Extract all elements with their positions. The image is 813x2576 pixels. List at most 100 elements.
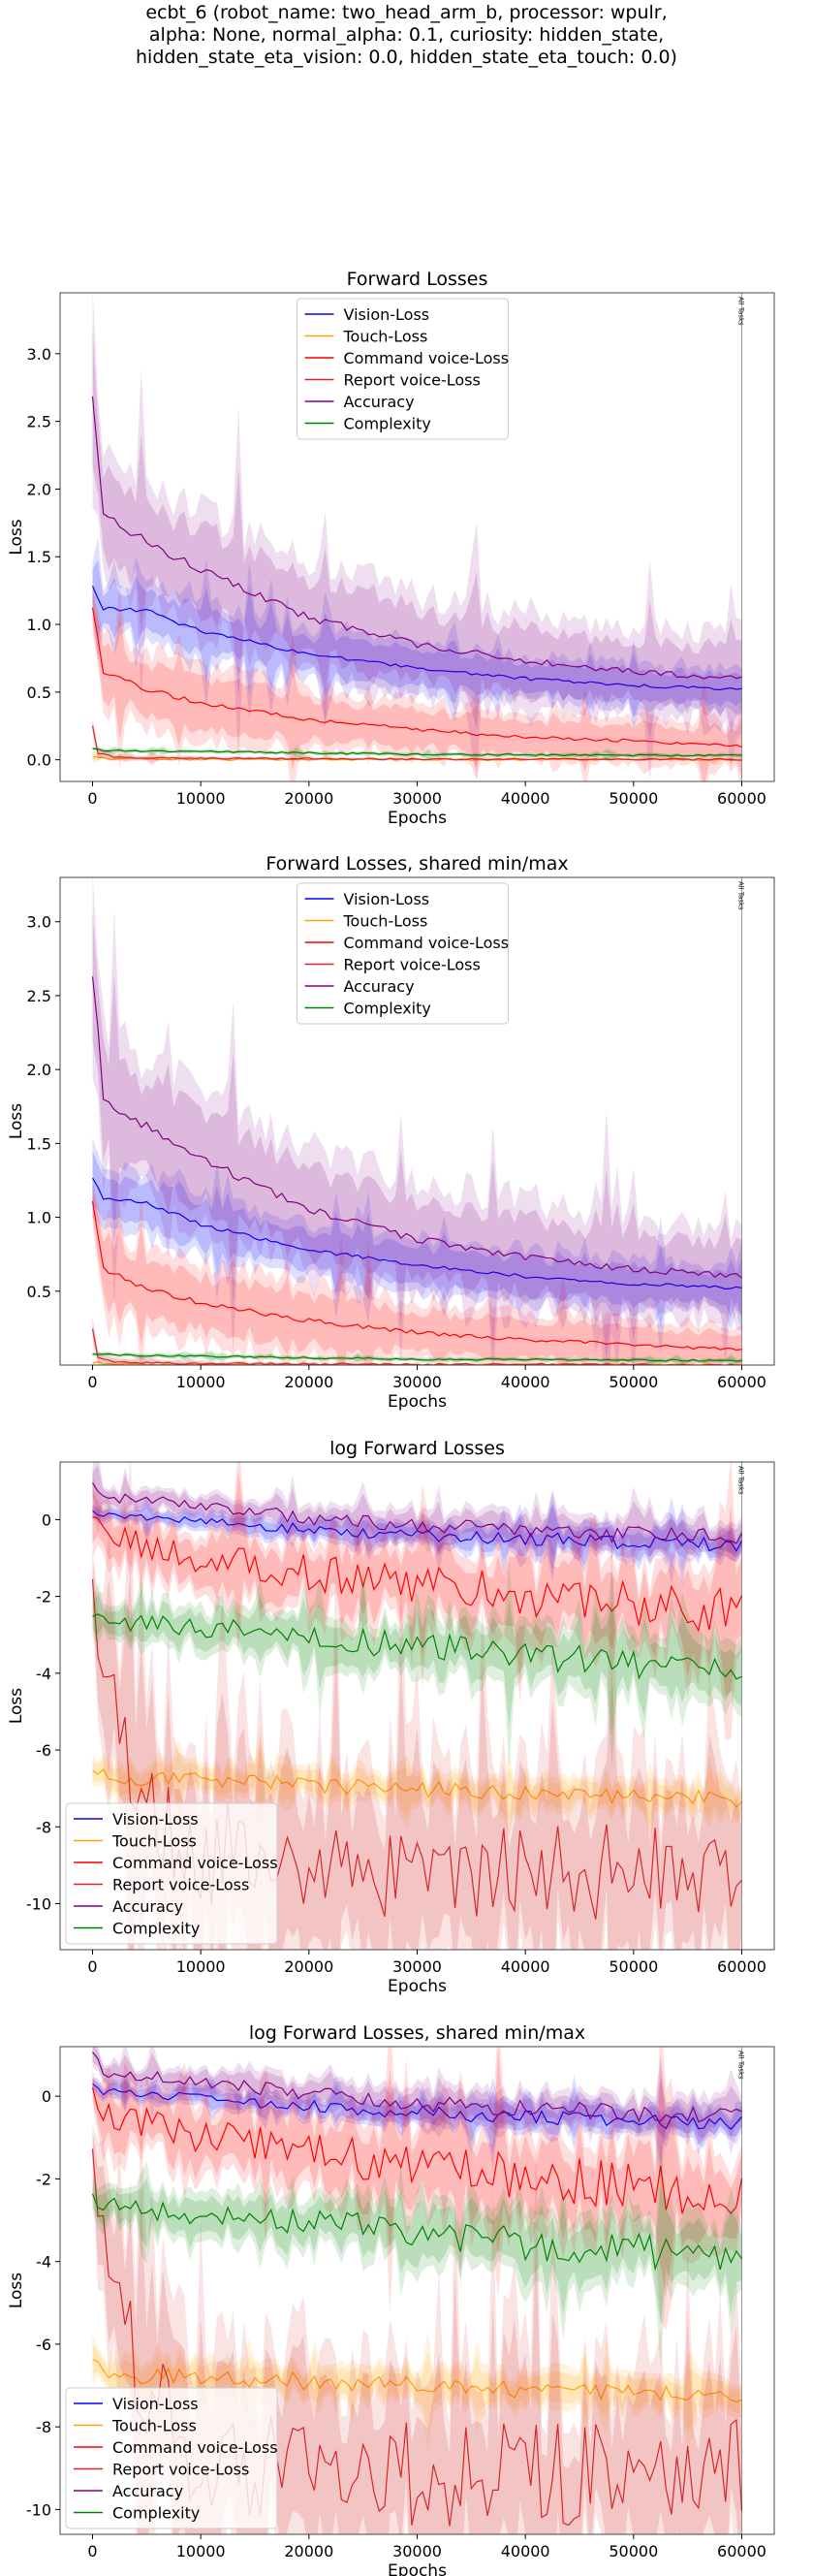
x-tick-label: 10000 [176, 2542, 226, 2560]
annotation-label: All Tasks [737, 881, 745, 910]
chart-panel-3: log Forward Losses All Tasks 0 10000 20000 30… [7, 1438, 775, 1996]
y-tick-label: 2.0 [27, 1061, 51, 1079]
series-line-command-voice-loss [91, 2087, 743, 2215]
x-tick-label: 50000 [609, 1957, 658, 1976]
chart-title: Forward Losses [347, 269, 488, 290]
y-tick-label: 1.5 [27, 1134, 51, 1153]
y-axis-label: Loss [7, 519, 26, 555]
y-tick-label: 0.5 [27, 684, 51, 702]
series-band-inner-complexity [92, 1352, 742, 1365]
chart-panel-2: Forward Losses, shared min/max All Tasks 0… [7, 853, 775, 1412]
series-band-inner-accuracy [92, 2047, 742, 2165]
series-band-outer-complexity [92, 1562, 742, 1767]
y-tick-label: -4 [36, 2253, 51, 2272]
series-band-outer-complexity [92, 1350, 742, 1365]
annotation-label: All Tasks [737, 297, 745, 326]
chart-legend: Vision-Loss Touch-Loss Command voice-Loss R… [297, 298, 509, 440]
series-band-inner-vision-loss [92, 1151, 742, 1328]
legend-entry: Accuracy [112, 2482, 183, 2500]
chart-title: log Forward Losses, shared min/max [249, 2022, 585, 2044]
x-tick-label: 50000 [609, 789, 658, 808]
series-line-complexity [92, 1352, 742, 1362]
y-axis-label: Loss [7, 2273, 26, 2308]
legend-entry: Accuracy [344, 977, 415, 996]
series-line-accuracy [91, 1482, 743, 1544]
chart-title: log Forward Losses [329, 1438, 505, 1459]
series-line-command-voice-loss [91, 1200, 742, 1352]
y-tick-label: 2.0 [27, 480, 51, 498]
x-tick-label: 0 [87, 789, 97, 808]
x-axis-label: Epochs [388, 1977, 447, 1996]
series-band-outer-accuracy [92, 293, 742, 781]
x-tick-label: 60000 [717, 1957, 766, 1976]
series-line-complexity [91, 2193, 742, 2272]
series-band-inner-vision-loss [92, 559, 742, 719]
y-tick-label: -8 [36, 1818, 51, 1836]
y-tick-label: -6 [36, 2336, 51, 2354]
legend-entry: Touch-Loss [343, 328, 428, 346]
x-tick-label: 0 [87, 2542, 97, 2560]
chart-panel-4: log Forward Losses, shared min/max All Ta… [7, 2022, 775, 2576]
y-axis-label: Loss [7, 1103, 26, 1139]
y-tick-label: 3.0 [27, 345, 51, 364]
y-tick-label: 3.0 [27, 913, 51, 932]
x-tick-label: 30000 [392, 789, 442, 808]
y-tick-label: 1.0 [27, 1209, 51, 1227]
series-line-complexity [92, 747, 742, 757]
series-line-command-voice-loss [91, 607, 742, 748]
series-band-inner-command-voice-loss [92, 2049, 742, 2298]
series-band-outer-accuracy [92, 877, 742, 1365]
series-band-outer-vision-loss [92, 2072, 742, 2168]
series-band-inner-complexity [92, 1580, 742, 1736]
y-tick-label: 0.0 [27, 751, 51, 770]
y-tick-label: -2 [36, 2170, 51, 2188]
series-line-vision-loss [91, 1177, 742, 1290]
series-band-inner-command-voice-loss [92, 591, 742, 781]
x-tick-label: 30000 [392, 1373, 442, 1391]
series-band-outer-accuracy [92, 1462, 742, 1572]
series-line-accuracy [92, 2051, 742, 2123]
x-tick-label: 50000 [609, 2542, 658, 2560]
legend-entry: Vision-Loss [112, 1810, 199, 1829]
x-tick-label: 40000 [501, 1957, 550, 1976]
x-axis-label: Epochs [388, 1392, 447, 1412]
series-band-outer-touch-loss [92, 1727, 742, 1842]
series-band-outer-vision-loss [92, 1138, 742, 1354]
x-tick-label: 10000 [176, 789, 226, 808]
legend-entry: Command voice-Loss [112, 1854, 278, 1872]
x-tick-label: 0 [87, 1373, 97, 1391]
y-tick-label: 0 [42, 2087, 51, 2106]
legend-box [65, 2387, 278, 2529]
legend-entry: Complexity [112, 2504, 200, 2523]
chart-legend: Vision-Loss Touch-Loss Command voice-Loss R… [65, 1802, 278, 1945]
x-tick-label: 40000 [501, 2542, 550, 2560]
y-tick-label: 1.5 [27, 548, 51, 566]
chart-panel-1: Forward Losses All Tasks 0 10000 20000 30000 4… [7, 269, 775, 828]
series-band-inner-command-voice-loss [92, 1471, 742, 1697]
legend-entry: Complexity [344, 415, 431, 433]
x-axis-label: Epochs [388, 2561, 447, 2576]
x-tick-label: 10000 [176, 1957, 226, 1976]
annotation-label: All Tasks [737, 2051, 745, 2080]
y-tick-label: 0.5 [27, 1283, 51, 1301]
annotation-label: All Tasks [737, 1466, 745, 1495]
plot-area [91, 877, 742, 1365]
x-tick-label: 50000 [609, 1373, 658, 1391]
figure-suptitle: ecbt_6 (robot_name: two_head_arm_b, proc… [0, 2, 813, 69]
x-tick-label: 40000 [501, 1373, 550, 1391]
x-axis-label: Epochs [388, 809, 447, 828]
series-band-inner-accuracy [92, 1465, 742, 1559]
legend-entry: Touch-Loss [111, 2417, 197, 2435]
series-band-outer-complexity [92, 2141, 742, 2367]
series-band-outer-command-voice-loss [92, 1179, 742, 1365]
chart-title: Forward Losses, shared min/max [266, 853, 568, 875]
x-tick-label: 20000 [284, 1373, 333, 1391]
legend-box [297, 298, 509, 440]
series-band-outer-command-voice-loss [92, 1462, 742, 1741]
x-tick-label: 30000 [392, 2542, 442, 2560]
x-tick-label: 0 [87, 1957, 97, 1976]
series-line-command-voice-loss [92, 1516, 743, 1633]
series-line-vision-loss [91, 586, 742, 690]
x-tick-label: 60000 [717, 1373, 766, 1391]
series-band-inner-touch-loss [92, 2343, 742, 2433]
